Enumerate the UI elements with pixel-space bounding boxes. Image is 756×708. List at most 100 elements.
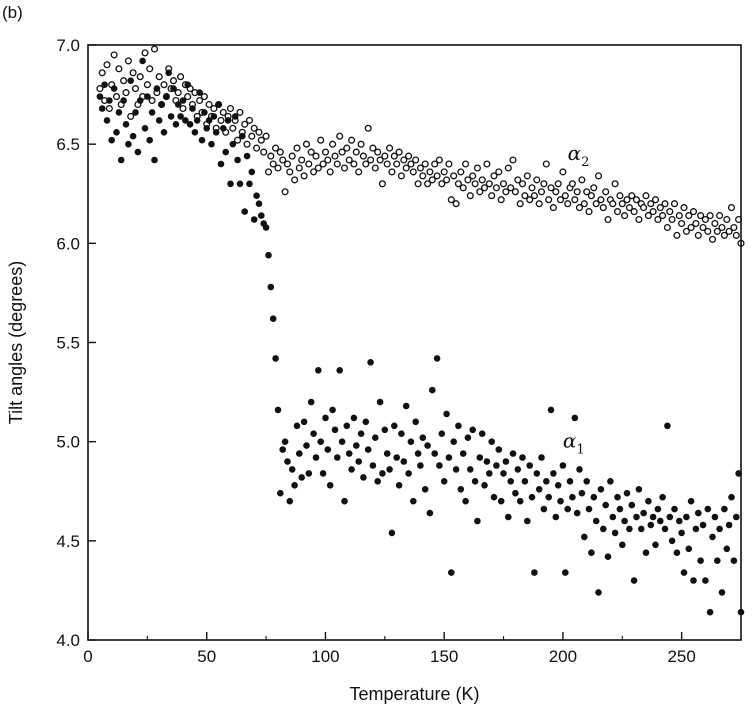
data-point: [98, 105, 106, 112]
data-point: [264, 168, 273, 176]
data-point: [668, 215, 676, 224]
data-point: [405, 152, 413, 160]
data-point: [614, 493, 621, 501]
data-point: [504, 164, 512, 172]
data-point: [338, 148, 346, 156]
data-point: [310, 430, 317, 438]
data-point: [345, 450, 353, 457]
data-point: [288, 466, 296, 473]
data-point: [262, 132, 270, 140]
data-point: [507, 478, 514, 485]
data-point: [239, 132, 246, 140]
data-point: [611, 180, 619, 188]
data-point: [291, 482, 298, 489]
data-point: [357, 140, 365, 148]
data-point: [110, 51, 118, 59]
data-point: [110, 85, 118, 92]
data-point: [132, 109, 139, 116]
data-point: [602, 188, 610, 196]
data-point: [585, 208, 593, 216]
data-point: [274, 406, 282, 414]
data-point: [203, 125, 210, 132]
series-label-alpha-2: α2: [568, 141, 590, 170]
data-point: [272, 144, 280, 152]
data-point: [644, 212, 652, 220]
data-point: [664, 422, 671, 430]
data-point: [179, 97, 187, 104]
data-point: [486, 470, 493, 477]
data-point: [537, 188, 546, 196]
data-point: [208, 140, 215, 148]
data-point: [314, 164, 322, 172]
data-point: [436, 462, 443, 469]
data-point: [229, 140, 237, 148]
data-point: [307, 398, 315, 406]
data-point: [694, 231, 702, 239]
data-point: [704, 227, 712, 235]
data-point: [295, 164, 303, 172]
data-point: [338, 438, 346, 446]
series-label-symbol: α: [563, 429, 577, 453]
data-point: [341, 497, 348, 505]
data-point: [331, 426, 339, 434]
data-point: [241, 208, 248, 215]
data-point: [516, 200, 524, 208]
data-point: [431, 450, 439, 457]
data-point: [267, 152, 275, 160]
data-point: [255, 128, 263, 136]
data-point: [106, 97, 113, 104]
data-point: [580, 200, 588, 208]
y-tick-label: 6.0: [56, 234, 80, 253]
data-point: [120, 97, 127, 104]
data-point: [566, 478, 574, 485]
data-point: [198, 136, 206, 144]
data-point: [583, 188, 591, 196]
data-point: [136, 73, 144, 81]
data-point: [621, 212, 629, 220]
data-point: [654, 505, 662, 513]
data-point: [243, 152, 251, 160]
data-point: [499, 180, 508, 188]
data-point: [395, 148, 403, 156]
data-point: [298, 474, 306, 481]
data-point: [150, 45, 159, 53]
data-point: [640, 509, 647, 517]
data-point: [122, 121, 130, 128]
data-point: [443, 176, 451, 184]
data-point: [552, 513, 560, 521]
data-point: [562, 569, 569, 576]
data-point: [300, 418, 308, 426]
data-point: [656, 204, 664, 212]
data-point: [471, 478, 479, 485]
data-point: [345, 156, 353, 164]
data-point: [633, 513, 640, 521]
data-point: [376, 398, 384, 406]
data-point: [711, 219, 719, 228]
data-point: [483, 160, 491, 168]
data-point: [170, 85, 177, 92]
data-point: [108, 136, 115, 144]
data-point: [326, 168, 334, 176]
data-point: [333, 160, 341, 168]
data-point: [673, 231, 681, 239]
data-point: [433, 355, 441, 362]
data-point: [670, 200, 679, 208]
data-point: [632, 196, 641, 204]
data-point: [578, 489, 586, 497]
data-point: [571, 414, 579, 422]
data-point: [281, 438, 289, 446]
data-point: [528, 184, 536, 192]
data-point: [573, 188, 581, 196]
data-point: [219, 108, 227, 116]
data-point: [590, 184, 598, 192]
series-label-alpha-1: α1: [563, 429, 585, 458]
data-point: [626, 525, 633, 533]
x-tick-label: 50: [197, 647, 216, 666]
panel-label: (b): [2, 3, 23, 22]
data-point: [359, 152, 367, 160]
data-point: [438, 180, 446, 188]
data-point: [105, 104, 113, 113]
data-point: [272, 355, 279, 362]
data-point: [227, 180, 234, 188]
data-point: [329, 406, 336, 414]
